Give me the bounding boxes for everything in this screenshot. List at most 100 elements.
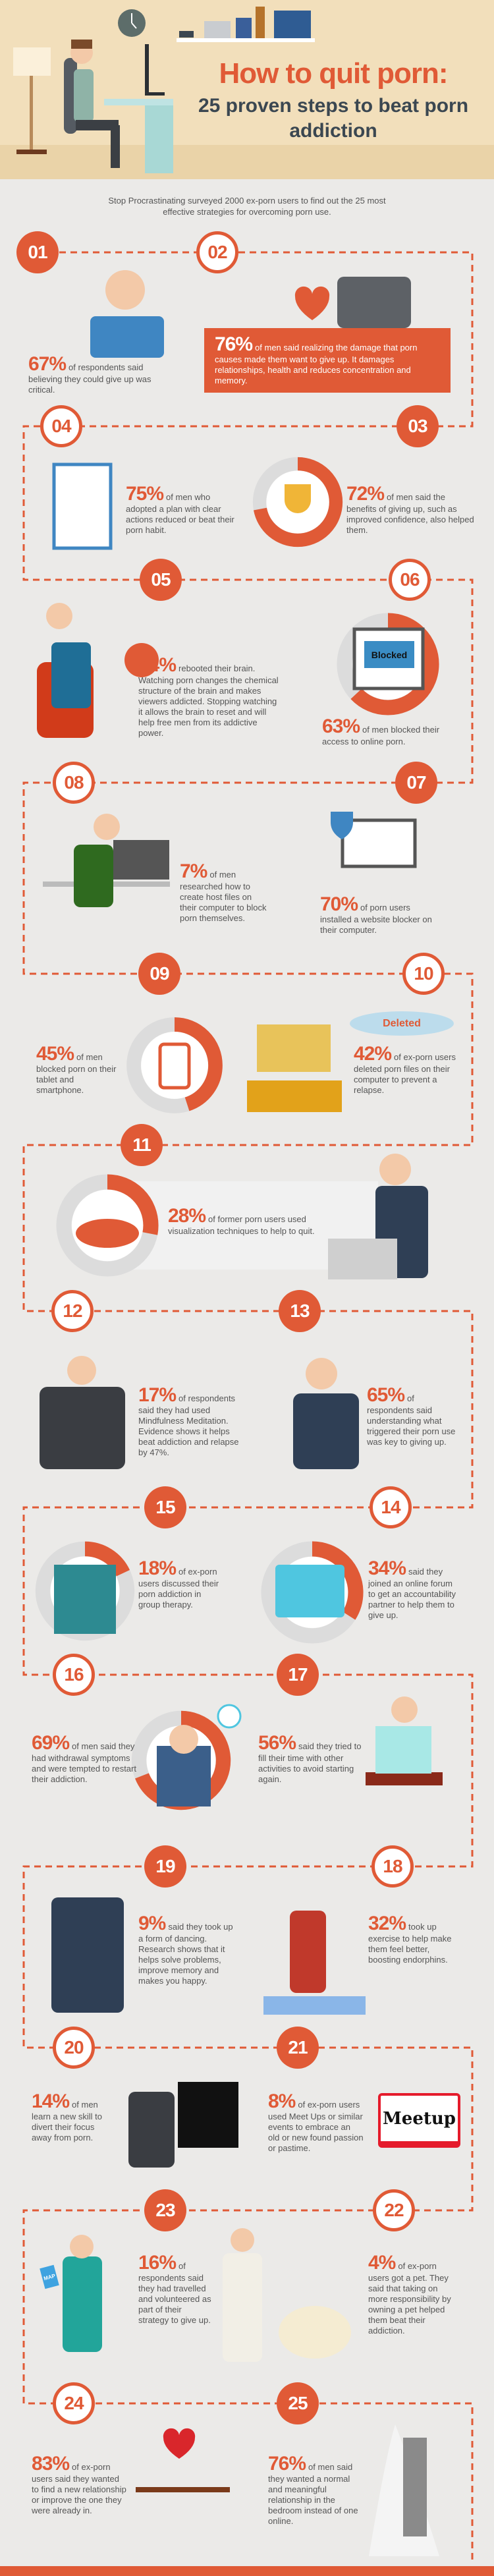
step-number-badge: 08 bbox=[53, 762, 95, 804]
donut-fill bbox=[126, 1017, 223, 1113]
step-number-badge: 02 bbox=[196, 231, 238, 273]
stat-description: of former porn users used visualization … bbox=[168, 1214, 315, 1236]
trophy-icon bbox=[285, 484, 311, 513]
laptop-blocker-icon bbox=[341, 818, 417, 868]
stat-percentage: 69% bbox=[32, 1732, 70, 1754]
man-on-laptop-icon bbox=[51, 642, 91, 708]
step-21-stat: 8% of ex-porn users used Meet Ups or simi… bbox=[268, 2092, 364, 2154]
stat-percentage: 17% bbox=[138, 1384, 177, 1406]
step-number-badge: 14 bbox=[370, 1486, 412, 1528]
step-05-stat: 44% rebooted their brain. Watching porn c… bbox=[138, 656, 280, 739]
stat-percentage: 42% bbox=[354, 1043, 392, 1065]
header-floor bbox=[0, 145, 494, 179]
tempted-man-icon bbox=[157, 1746, 211, 1806]
step-number-badge: 05 bbox=[140, 559, 182, 601]
man-head-icon bbox=[231, 2228, 254, 2252]
step-number-badge: 21 bbox=[277, 2027, 319, 2069]
lamp-icon bbox=[13, 47, 51, 154]
meetup-logo: Meetup bbox=[378, 2093, 460, 2148]
man-raising-finger-icon bbox=[293, 1393, 359, 1469]
step-number-badge: 23 bbox=[144, 2189, 186, 2231]
stat-percentage: 8% bbox=[268, 2090, 296, 2112]
traveller-icon bbox=[63, 2256, 102, 2352]
step-number-badge: 01 bbox=[16, 231, 59, 273]
step-number-badge: 15 bbox=[144, 1486, 186, 1528]
video-call-monitor-icon bbox=[275, 1565, 344, 1617]
clipboard-checklist-icon bbox=[52, 462, 113, 550]
stat-description: of porn users installed a website blocke… bbox=[320, 903, 432, 935]
treadmill-icon bbox=[263, 1996, 366, 2015]
stat-percentage: 56% bbox=[258, 1732, 296, 1754]
man-head-icon bbox=[70, 2235, 94, 2258]
man-with-glasses-icon bbox=[90, 316, 164, 358]
stat-percentage: 65% bbox=[367, 1384, 405, 1406]
intro-text: Stop Procrastinating surveyed 2000 ex-po… bbox=[108, 196, 386, 217]
stat-percentage: 45% bbox=[36, 1043, 74, 1065]
brain-bubble-icon bbox=[124, 643, 159, 677]
clock-icon bbox=[118, 9, 146, 37]
page-subtitle: 25 proven steps to beat porn addiction bbox=[198, 95, 469, 142]
stat-percentage: 28% bbox=[168, 1205, 206, 1227]
stat-percentage: 4% bbox=[368, 2252, 396, 2274]
step-02-stat: 76% of men said realizing the damage that… bbox=[204, 328, 451, 393]
step-number-badge: 04 bbox=[40, 405, 82, 447]
page-title: How to quit porn: bbox=[219, 57, 448, 90]
step-09-stat: 45% of men blocked porn on their tablet a… bbox=[36, 1044, 123, 1096]
step-number-badge: 18 bbox=[371, 1845, 414, 1888]
dog-icon bbox=[279, 2306, 351, 2359]
dancing-man-icon bbox=[51, 1897, 124, 2013]
step-01-stat: 67% of respondents said believing they co… bbox=[28, 354, 157, 395]
header-illustration bbox=[13, 7, 315, 173]
cloud-icon bbox=[76, 1219, 139, 1248]
deleted-speech-bubble: Deleted bbox=[350, 1011, 454, 1036]
stat-description: said they took up a form of dancing. Res… bbox=[138, 1922, 233, 1986]
bearded-man-icon bbox=[223, 2253, 262, 2362]
pianist-icon bbox=[128, 2092, 175, 2168]
man-head-icon bbox=[379, 1154, 411, 1185]
stat-percentage: 70% bbox=[320, 893, 358, 915]
bottom-bar bbox=[0, 2566, 494, 2576]
stat-description: of men who adopted a plan with clear act… bbox=[126, 492, 234, 535]
stat-description: said they tried to fill their time with … bbox=[258, 1741, 362, 1784]
stat-percentage: 9% bbox=[138, 1913, 166, 1934]
step-24-stat: 83% of ex-porn users said they wanted to … bbox=[32, 2454, 127, 2516]
step-06-stat: 63% of men blocked their access to online… bbox=[322, 717, 454, 747]
stat-percentage: 75% bbox=[126, 483, 164, 505]
step-04-stat: 75% of men who adopted a plan with clear … bbox=[126, 484, 241, 536]
stat-description: of men blocked their access to online po… bbox=[322, 725, 440, 746]
stat-percentage: 76% bbox=[215, 333, 253, 355]
stat-percentage: 83% bbox=[32, 2453, 70, 2475]
step-15-stat: 18% of ex-porn users discussed their porn… bbox=[138, 1559, 221, 1610]
stat-description: of men learn a new skill to divert their… bbox=[32, 2100, 102, 2142]
stat-description: of respondents said they had travelled a… bbox=[138, 2261, 211, 2325]
step-12-stat: 17% of respondents said they had used Min… bbox=[138, 1386, 240, 1458]
stat-percentage: 34% bbox=[368, 1557, 406, 1579]
donut-fill bbox=[35, 1541, 135, 1641]
step-23-stat: 16% of respondents said they had travelle… bbox=[138, 2253, 212, 2326]
hearts-icon bbox=[163, 2428, 196, 2459]
stat-description: of respondents said they had used Mindfu… bbox=[138, 1393, 239, 1457]
stat-description: of ex-porn users discussed their porn ad… bbox=[138, 1567, 219, 1610]
stat-percentage: 18% bbox=[138, 1557, 177, 1579]
stat-percentage: 72% bbox=[346, 483, 385, 505]
stat-description: said they joined an online forum to get … bbox=[368, 1567, 456, 1620]
step-08-stat: 7% of men researched how to create host f… bbox=[180, 862, 267, 924]
stat-description: of respondents said understanding what t… bbox=[367, 1393, 456, 1447]
stat-description: of men said realizing the damage that po… bbox=[215, 343, 418, 385]
step-number-badge: 22 bbox=[373, 2189, 415, 2231]
stat-description: of men blocked porn on their tablet and … bbox=[36, 1052, 117, 1095]
stat-description: of men researched how to create host fil… bbox=[180, 870, 267, 923]
stressed-man-icon bbox=[337, 277, 411, 328]
groom-icon bbox=[403, 2438, 427, 2536]
step-17-stat: 56% said they tried to fill their time wi… bbox=[258, 1733, 364, 1785]
donut-fill bbox=[337, 613, 439, 715]
step-20-stat: 14% of men learn a new skill to divert th… bbox=[32, 2092, 111, 2143]
stat-description: of ex-porn users said they wanted to fin… bbox=[32, 2462, 126, 2515]
person-at-computer-body-icon bbox=[247, 1080, 342, 1112]
step-number-badge: 09 bbox=[138, 953, 180, 995]
stat-description: of men said they wanted a normal and mea… bbox=[268, 2462, 358, 2526]
man-head-icon bbox=[67, 1356, 96, 1385]
broken-heart-icon bbox=[294, 286, 330, 320]
man-head-icon bbox=[306, 1358, 337, 1389]
